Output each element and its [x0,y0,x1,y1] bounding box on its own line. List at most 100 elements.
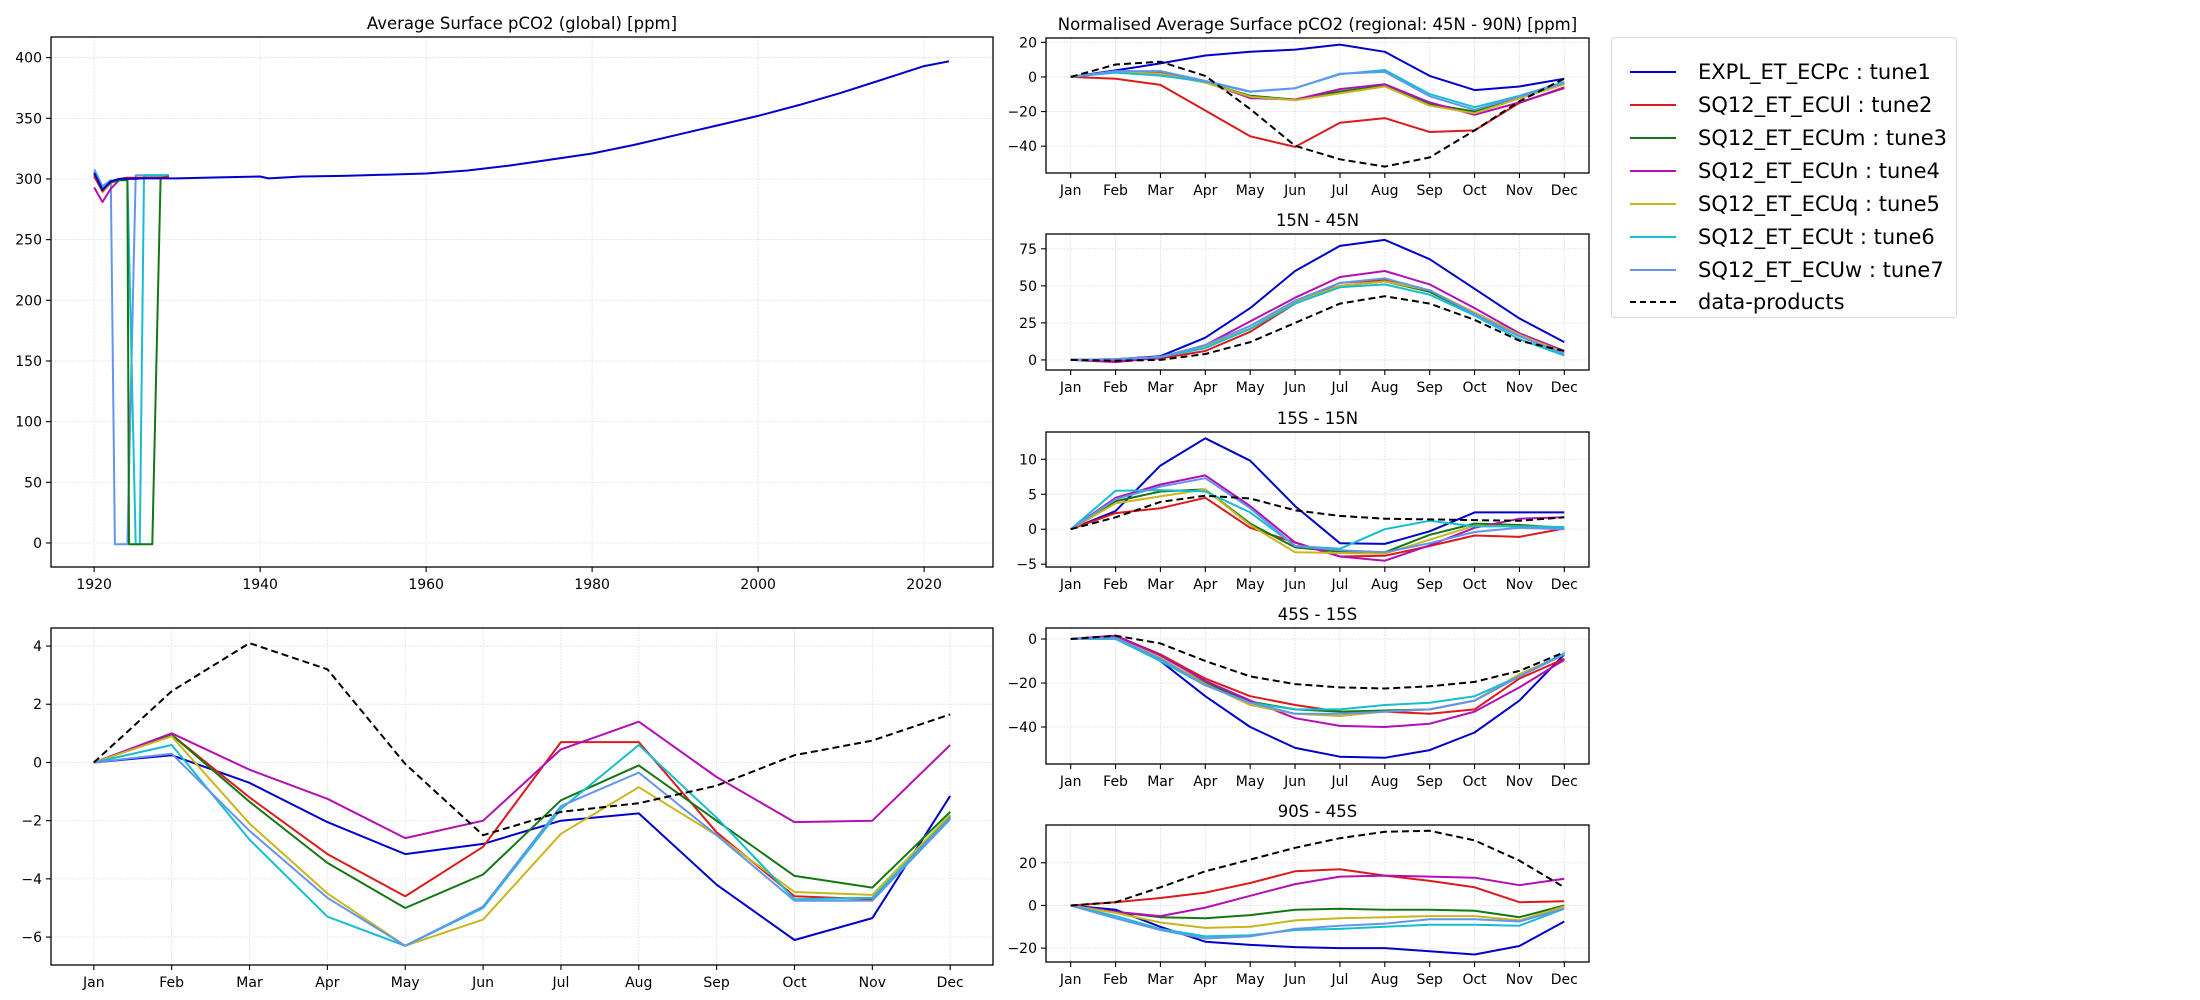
legend-swatch-tune5 [1630,203,1676,205]
series-line-tune1 [1070,43,1565,92]
chart-global-seasonal: Jan Feb Mar Apr May Jun Jul Aug Sep Oct Nov Dec −6 −4… [21,627,994,991]
series-line-data [1070,295,1565,362]
chart-global-timeseries: 1920 1940 1960 1980 2000 2020 0 50 100 150 200 250 3… [15,14,994,593]
x-tick-label: Oct [1462,774,1487,790]
series-line-tune1 [1070,437,1565,545]
x-tick-label: Apr [1193,183,1217,199]
x-tick-label: Jul [1330,774,1348,790]
legend-swatch-data-products [1630,301,1676,303]
series-line-tune1 [1070,904,1565,956]
legend-swatch-tune4 [1630,170,1676,172]
x-tick-label: Jan [1059,380,1082,396]
x-tick-label: Feb [1103,774,1128,790]
x-tick-label: Aug [1371,380,1398,396]
series-line-tune1 [1070,635,1566,759]
x-tick-label: Jun [471,975,494,991]
series-line-tune1 [93,60,950,191]
x-tick-label: May [1236,972,1265,988]
series-line-tune4 [93,720,951,840]
axes-frame [1045,37,1590,174]
x-tick-label: 1960 [408,577,444,593]
x-tick-label: Apr [1193,577,1217,593]
y-tick-label: −2 [21,814,42,830]
series-line-tune7 [1070,636,1565,715]
x-tick-label: Jul [1330,380,1348,396]
legend-label: data-products [1698,290,1845,314]
x-tick-label: Nov [1506,577,1533,593]
legend-item-tune6: SQ12_ET_ECUt : tune6 [1630,221,1935,253]
series-line-tune7 [1070,477,1565,554]
legend-swatch-tune1 [1630,71,1676,73]
x-tick-label: Sep [1416,577,1443,593]
y-tick-label: 0 [33,536,42,552]
x-tick-label: Nov [859,975,886,991]
y-tick-label: 25 [1019,316,1037,332]
x-tick-label: Dec [1551,183,1578,199]
legend-item-tune7: SQ12_ET_ECUw : tune7 [1630,254,1944,286]
axes-frame [1045,233,1590,371]
series-line-tune7 [1070,277,1565,361]
y-tick-label: 5 [1028,487,1037,503]
y-tick-label: −4 [21,872,42,888]
x-tick-label: Mar [1147,972,1174,988]
x-tick-label: Dec [1551,972,1578,988]
series-line-tune2 [1070,868,1565,907]
x-tick-label: Oct [1462,972,1487,988]
x-tick-label: Feb [1103,972,1128,988]
series-line-tune2 [93,733,951,901]
x-tick-label: 1920 [76,577,112,593]
series-line-data [1070,494,1565,531]
y-tick-label: 250 [15,233,42,249]
y-tick-label: −20 [1007,676,1037,692]
x-tick-label: Dec [1551,577,1578,593]
x-tick-label: Apr [315,975,339,991]
x-tick-label: Mar [1147,774,1174,790]
x-tick-label: Nov [1506,183,1533,199]
y-tick-label: 200 [15,293,42,309]
series-line-tune6 [93,744,951,947]
axes-frame [50,627,994,966]
series-line-tune1 [93,754,952,941]
series-line-tune6 [1070,904,1565,938]
y-tick-label: 20 [1019,35,1037,51]
x-tick-label: 1980 [574,577,610,593]
y-tick-label: −40 [1007,139,1037,155]
series-line-data [1070,634,1565,690]
axes-frame [1045,431,1590,568]
y-tick-label: 0 [1028,632,1037,648]
x-tick-label: May [391,975,420,991]
x-tick-label: Jun [1283,774,1306,790]
x-tick-label: 1940 [242,577,278,593]
x-tick-label: Sep [1416,774,1443,790]
x-tick-label: Dec [937,975,964,991]
chart-region-45S-15S: Jan Feb Mar Apr May Jun Jul Aug Sep Oct Nov Dec −40 −… [1007,605,1590,790]
y-tick-label: 150 [15,354,42,370]
x-tick-label: Aug [1371,774,1398,790]
y-tick-label: 100 [15,415,42,431]
legend-item-tune1: EXPL_ET_ECPc : tune1 [1630,56,1931,88]
chart-title: 15S - 15N [1277,409,1358,428]
legend-label: SQ12_ET_ECUm : tune3 [1698,126,1947,150]
y-tick-label: −20 [1007,105,1037,121]
x-tick-label: Aug [625,975,652,991]
y-tick-label: 50 [24,475,42,491]
x-tick-label: Sep [1416,183,1443,199]
y-tick-label: 2 [33,697,42,713]
axes-frame [1045,824,1590,963]
series-line-tune7 [93,752,951,947]
series-line-tune3 [93,733,951,909]
x-tick-label: Feb [1103,183,1128,199]
x-tick-label: Aug [1371,183,1398,199]
x-tick-label: Aug [1371,577,1398,593]
legend-item-tune2: SQ12_ET_ECUl : tune2 [1630,89,1932,121]
series-line-tune5 [1070,488,1565,555]
series-line-tune5 [1070,70,1565,115]
legend-label: SQ12_ET_ECUt : tune6 [1698,225,1935,249]
y-tick-label: 0 [1028,70,1037,86]
series-line-tune4 [1070,874,1565,918]
y-tick-label: 0 [1028,353,1037,369]
x-tick-label: Jun [1283,972,1306,988]
y-tick-label: 20 [1019,856,1037,872]
x-tick-label: Mar [1147,380,1174,396]
chart-title: 15N - 45N [1276,211,1359,230]
